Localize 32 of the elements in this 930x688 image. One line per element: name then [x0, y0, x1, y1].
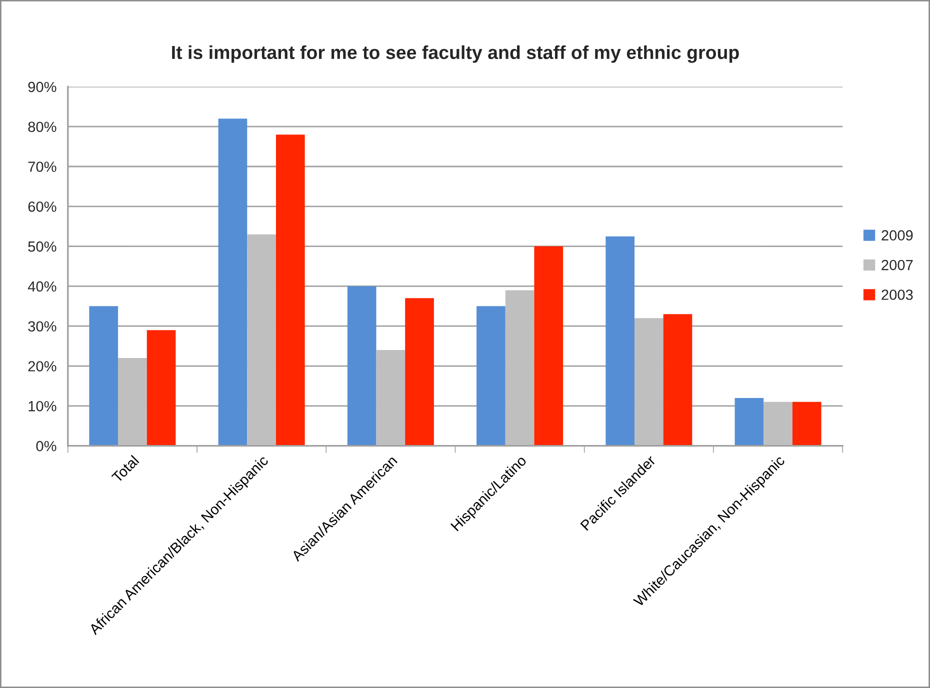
y-tick-label: 70% — [28, 162, 56, 172]
bar — [792, 402, 822, 446]
bar — [376, 350, 406, 446]
bar — [505, 290, 534, 446]
bar — [146, 330, 176, 446]
legend-label: 2009 — [882, 230, 913, 240]
bar — [276, 134, 305, 446]
bar — [347, 286, 376, 446]
legend-label: 2007 — [882, 260, 913, 270]
legend-label: 2003 — [882, 290, 913, 300]
y-tick-label: 0% — [36, 440, 56, 452]
y-tick-label: 50% — [28, 241, 56, 252]
y-tick-label: 20% — [28, 361, 56, 372]
bar — [634, 318, 664, 446]
bar — [764, 402, 792, 446]
y-tick-label: 30% — [28, 321, 56, 332]
bar — [405, 298, 434, 446]
bar — [118, 358, 147, 446]
bar — [476, 306, 506, 446]
bar — [606, 236, 634, 446]
y-tick-label: 40% — [28, 281, 56, 292]
bar — [534, 246, 564, 446]
y-tick-label: 10% — [28, 401, 56, 412]
bar — [734, 398, 764, 446]
y-tick-label: 60% — [28, 202, 56, 212]
bar — [247, 234, 276, 446]
y-tick-label: 90% — [28, 82, 56, 92]
bar — [89, 306, 118, 446]
y-tick-label: 80% — [28, 122, 56, 132]
bar — [218, 118, 248, 446]
chart-title: It is important for me to see faculty and staff of my ethnic group — [172, 45, 739, 63]
bar — [663, 314, 692, 446]
